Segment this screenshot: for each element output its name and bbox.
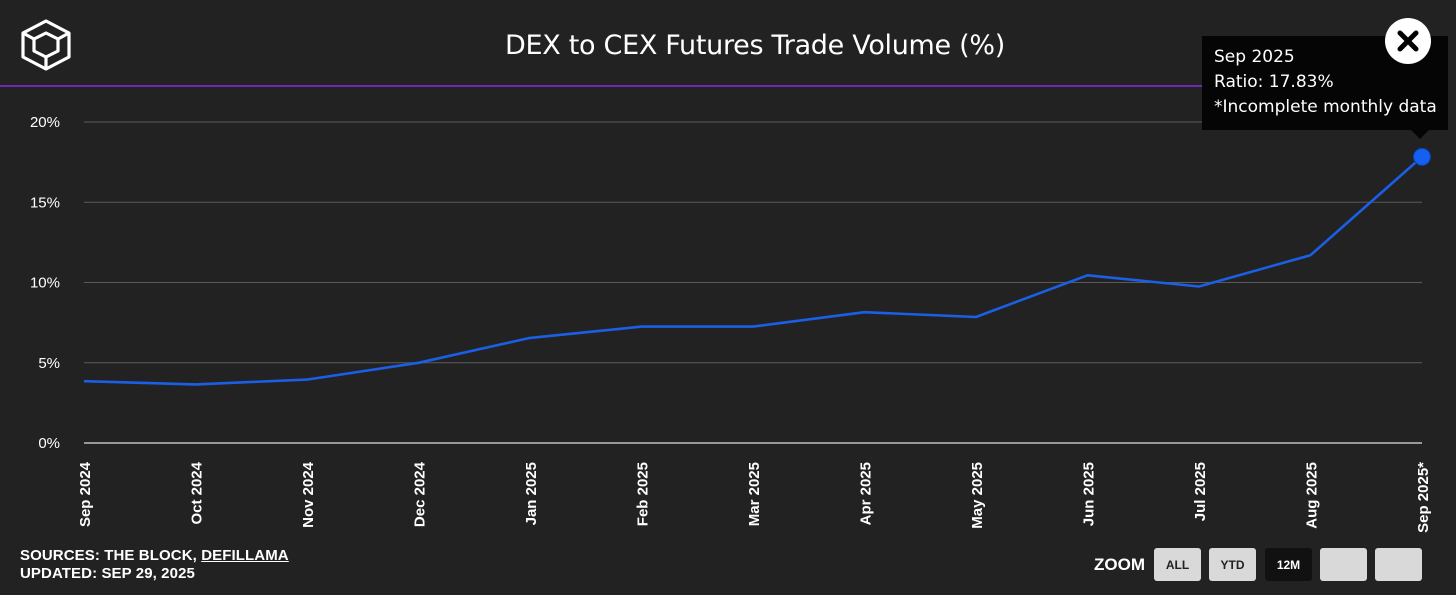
x-tick-label: Apr 2025	[858, 462, 875, 525]
x-tick-label: Sep 2024	[77, 461, 94, 527]
tooltip-month: Sep 2025	[1214, 47, 1295, 67]
zoom-label: ZOOM	[1094, 555, 1145, 574]
y-tick-label: 5%	[38, 355, 60, 372]
x-tick-label: Oct 2024	[189, 461, 206, 524]
series-points	[1413, 147, 1431, 166]
zoom-all-button[interactable]: ALL	[1154, 548, 1201, 581]
close-icon	[1397, 30, 1419, 52]
x-axis-ticks: Sep 2024 Oct 2024 Nov 2024 Dec 2024 Jan 2025…	[77, 461, 1432, 533]
updated-line: UPDATED: SEP 29, 2025	[20, 565, 195, 582]
series-line-ratio	[83, 155, 1423, 386]
x-tick-label: May 2025	[969, 462, 986, 529]
x-tick-label: Aug 2025	[1304, 462, 1321, 529]
chart-footer: SOURCES: THE BLOCK, DEFILLAMA UPDATED: S…	[20, 547, 289, 583]
zoom-extra-button-2[interactable]	[1375, 548, 1422, 581]
x-tick-label: Feb 2025	[635, 462, 652, 526]
y-axis-ticks: 0% 5% 10% 15% 20%	[30, 114, 60, 452]
tooltip-note: *Incomplete monthly data	[1214, 97, 1437, 117]
sources-link-defillama[interactable]: DEFILLAMA	[201, 547, 289, 564]
y-tick-label: 10%	[30, 275, 60, 292]
x-tick-label: Nov 2024	[300, 461, 317, 528]
y-tick-label: 20%	[30, 114, 60, 131]
x-tick-label: Jul 2025	[1192, 462, 1209, 521]
tooltip-ratio: Ratio: 17.83%	[1214, 72, 1334, 92]
close-button[interactable]	[1385, 18, 1431, 64]
zoom-ytd-button[interactable]: YTD	[1209, 548, 1256, 581]
y-tick-label: 0%	[38, 435, 60, 452]
x-tick-label: Jan 2025	[523, 462, 540, 525]
zoom-extra-button-1[interactable]	[1320, 548, 1367, 581]
y-tick-label: 15%	[30, 194, 60, 211]
sources-prefix: SOURCES: THE BLOCK,	[20, 547, 202, 564]
x-tick-label: Mar 2025	[746, 462, 763, 526]
highlighted-data-point[interactable]	[1413, 147, 1431, 166]
zoom-12m-button[interactable]: 12M	[1265, 548, 1312, 581]
the-block-logo-icon	[21, 19, 71, 71]
chart-title: DEX to CEX Futures Trade Volume (%)	[505, 30, 1005, 61]
gridlines	[84, 121, 1422, 444]
x-tick-label: Sep 2025*	[1415, 462, 1432, 533]
sources-line: SOURCES: THE BLOCK, DEFILLAMA	[20, 547, 289, 565]
data-tooltip: Sep 2025 Ratio: 17.83% *Incomplete month…	[1202, 36, 1448, 139]
x-tick-label: Jun 2025	[1081, 462, 1098, 526]
x-tick-label: Dec 2024	[412, 461, 429, 527]
